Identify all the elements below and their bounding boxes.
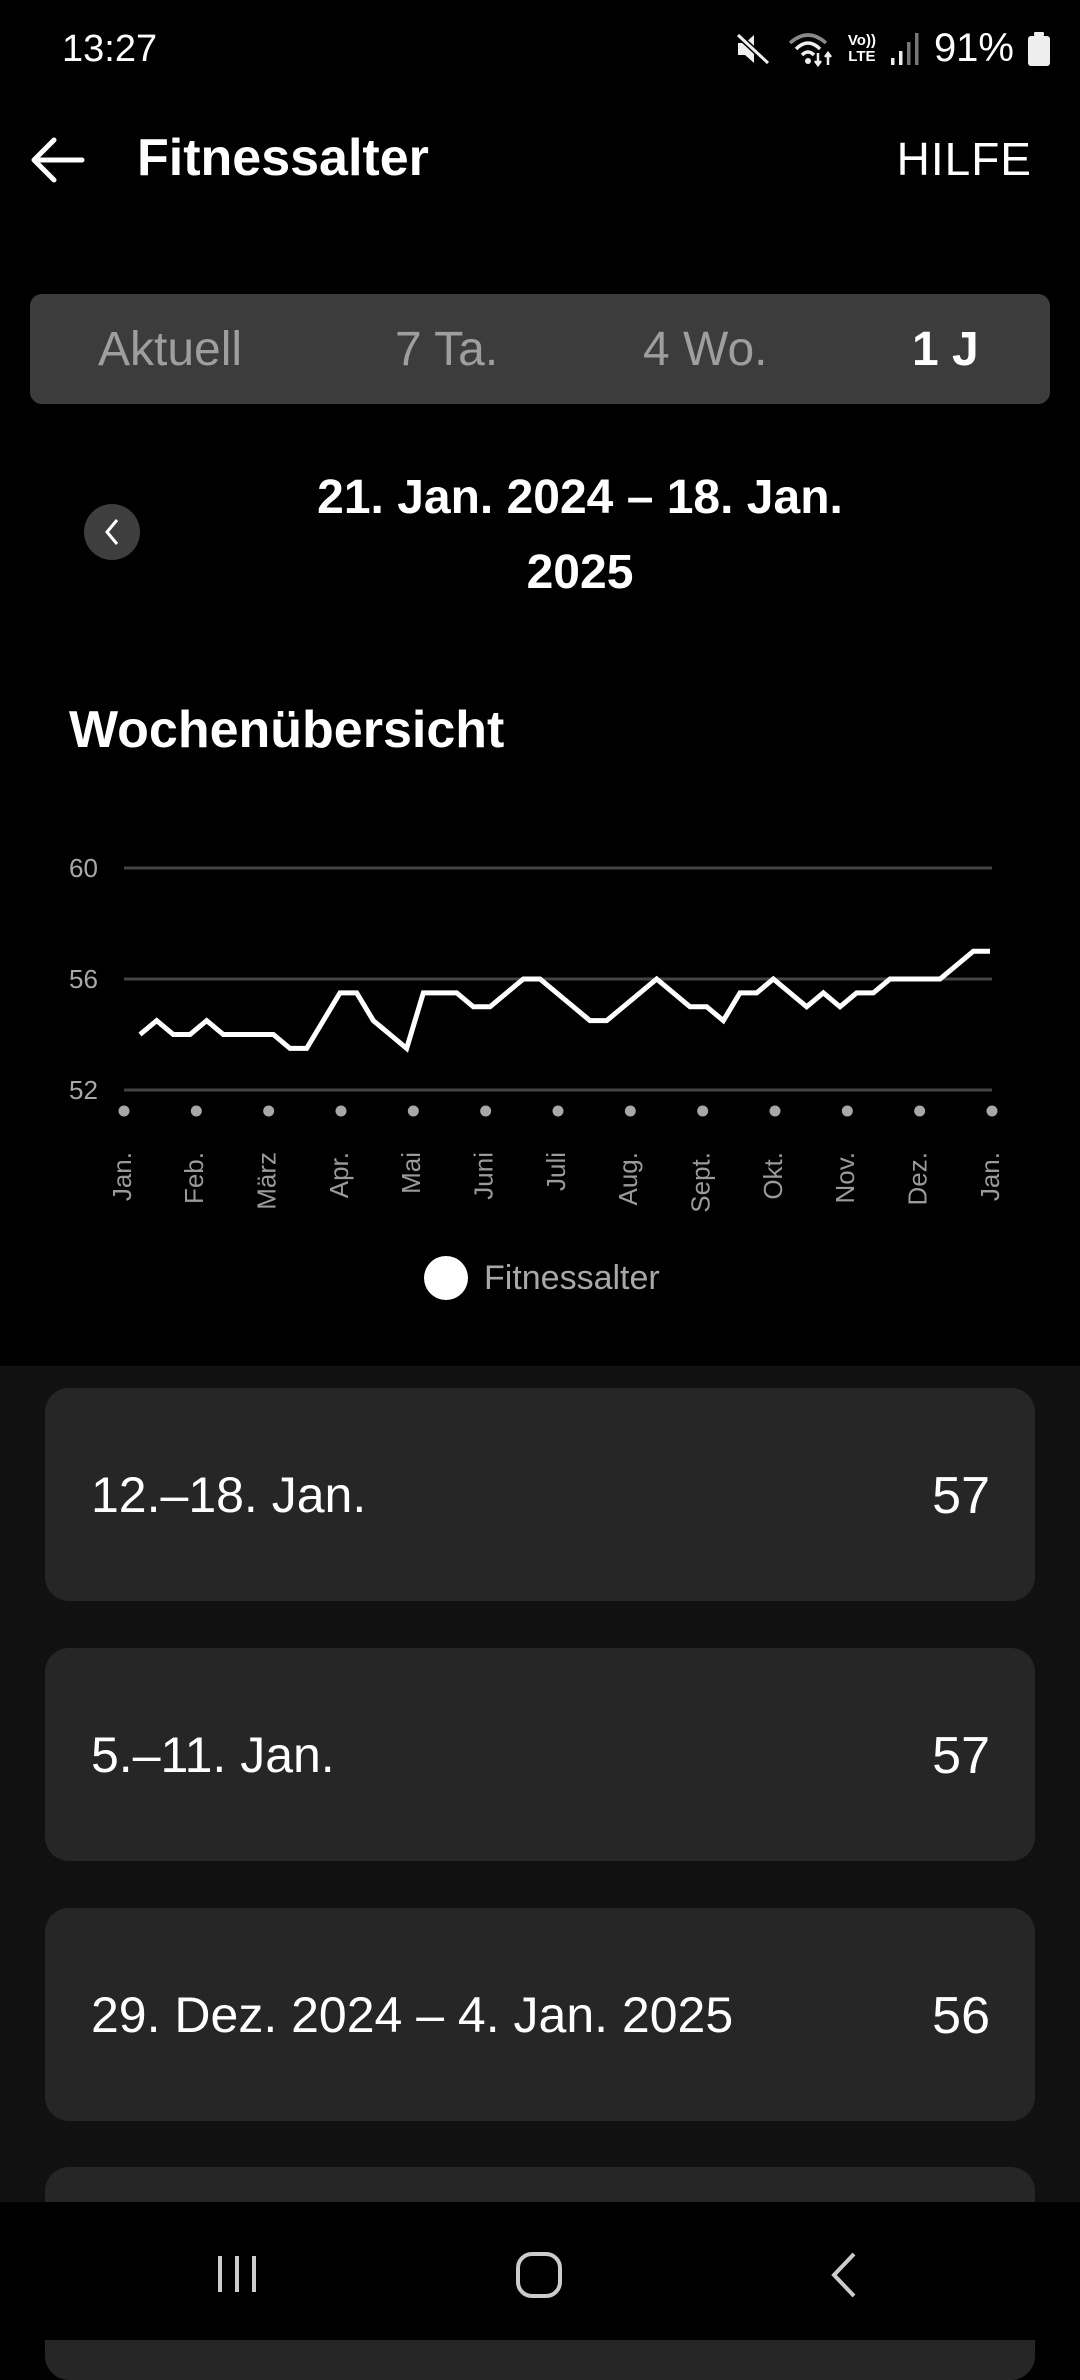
x-tick-label: Juli [541, 1152, 571, 1191]
chart-legend: Fitnessalter [424, 1256, 660, 1300]
date-range-line1: 21. Jan. 2024 – 18. Jan. [317, 471, 843, 524]
week-label: 29. Dez. 2024 – 4. Jan. 2025 [91, 1987, 734, 2043]
help-button[interactable]: HILFE [896, 133, 1032, 185]
legend-swatch [424, 1256, 468, 1300]
week-value: 56 [932, 1987, 990, 2045]
previous-period-button[interactable] [84, 504, 140, 560]
x-tick-dot [335, 1105, 347, 1117]
period-tabs: Aktuell 7 Ta. 4 Wo. 1 J [30, 294, 1050, 404]
week-label: 5.–11. Jan. [91, 1727, 335, 1783]
fitness-age-chart: 60 56 52 Jan. Feb. März Apr. Mai Juni Juli Aug. Sep… [69, 853, 1005, 1213]
x-tick-label: Nov. [830, 1152, 860, 1204]
mute-icon [735, 32, 770, 65]
recent-apps-icon[interactable] [212, 2252, 262, 2296]
signal-icon [890, 32, 919, 65]
week-card[interactable]: 5.–11. Jan. 57 [45, 1648, 1035, 1861]
x-tick-dot [407, 1105, 419, 1117]
x-tick-dot [190, 1105, 202, 1117]
tab-7-days[interactable]: 7 Ta. [395, 323, 499, 376]
status-time: 13:27 [62, 28, 158, 70]
date-range-line2: 2025 [526, 546, 634, 599]
x-tick-label: Aug. [613, 1152, 643, 1206]
series-line-fitnessalter [138, 948, 990, 1053]
battery-icon [1028, 31, 1050, 66]
x-tick-dot [118, 1105, 130, 1117]
week-label: 12.–18. Jan. [91, 1467, 367, 1523]
x-tick-label: Dez. [903, 1152, 933, 1205]
week-value: 57 [932, 1727, 990, 1785]
x-tick-dot [480, 1105, 492, 1117]
tab-current[interactable]: Aktuell [98, 323, 243, 376]
x-tick-label: Feb. [179, 1152, 209, 1204]
x-tick-dot [263, 1105, 275, 1117]
battery-percent: 91% [933, 26, 1014, 70]
y-tick-label: 52 [69, 1075, 98, 1105]
week-value: 57 [932, 1467, 990, 1525]
x-tick-dot [986, 1105, 998, 1117]
x-tick-dot [769, 1105, 781, 1117]
home-icon[interactable] [514, 2250, 564, 2300]
week-card[interactable]: 12.–18. Jan. 57 [45, 1388, 1035, 1601]
date-range: 21. Jan. 2024 – 18. Jan. 2025 [260, 460, 900, 610]
back-arrow-icon[interactable] [26, 128, 90, 192]
x-tick-dot [552, 1105, 564, 1117]
x-tick-label: Jan. [975, 1152, 1005, 1201]
week-card[interactable]: 29. Dez. 2024 – 4. Jan. 2025 56 [45, 1908, 1035, 2121]
status-icons: Vo)) LTE 91% [734, 26, 1050, 71]
page-title: Fitnessalter [137, 129, 429, 187]
y-tick-label: 60 [69, 853, 98, 883]
back-nav-icon[interactable] [826, 2250, 862, 2300]
legend-label: Fitnessalter [484, 1258, 660, 1297]
x-tick-label: Okt. [758, 1152, 788, 1200]
wifi-icon [788, 32, 832, 67]
x-tick-label: Mai [396, 1152, 426, 1194]
tab-4-weeks[interactable]: 4 Wo. [643, 323, 768, 376]
x-tick-dot [841, 1105, 853, 1117]
weekly-list: 12.–18. Jan. 57 5.–11. Jan. 57 29. Dez. … [0, 1366, 1080, 2380]
volte-top: Vo)) [847, 31, 876, 49]
navigation-bar [0, 2202, 1080, 2340]
x-tick-label: Apr. [324, 1152, 354, 1198]
x-tick-dot [914, 1105, 926, 1117]
x-tick-dot [697, 1105, 709, 1117]
volte-icon: Vo)) LTE [847, 31, 876, 65]
x-tick-dot [624, 1105, 636, 1117]
x-tick-label: März [252, 1152, 282, 1210]
x-tick-label: Sept. [686, 1152, 716, 1213]
chevron-left-icon [105, 519, 119, 545]
section-title: Wochenübersicht [69, 701, 505, 759]
x-tick-label: Juni [469, 1152, 499, 1200]
volte-bottom: LTE [848, 47, 876, 65]
tab-1-year[interactable]: 1 J [912, 323, 979, 376]
x-tick-label: Jan. [107, 1152, 137, 1201]
y-tick-label: 56 [69, 964, 98, 994]
